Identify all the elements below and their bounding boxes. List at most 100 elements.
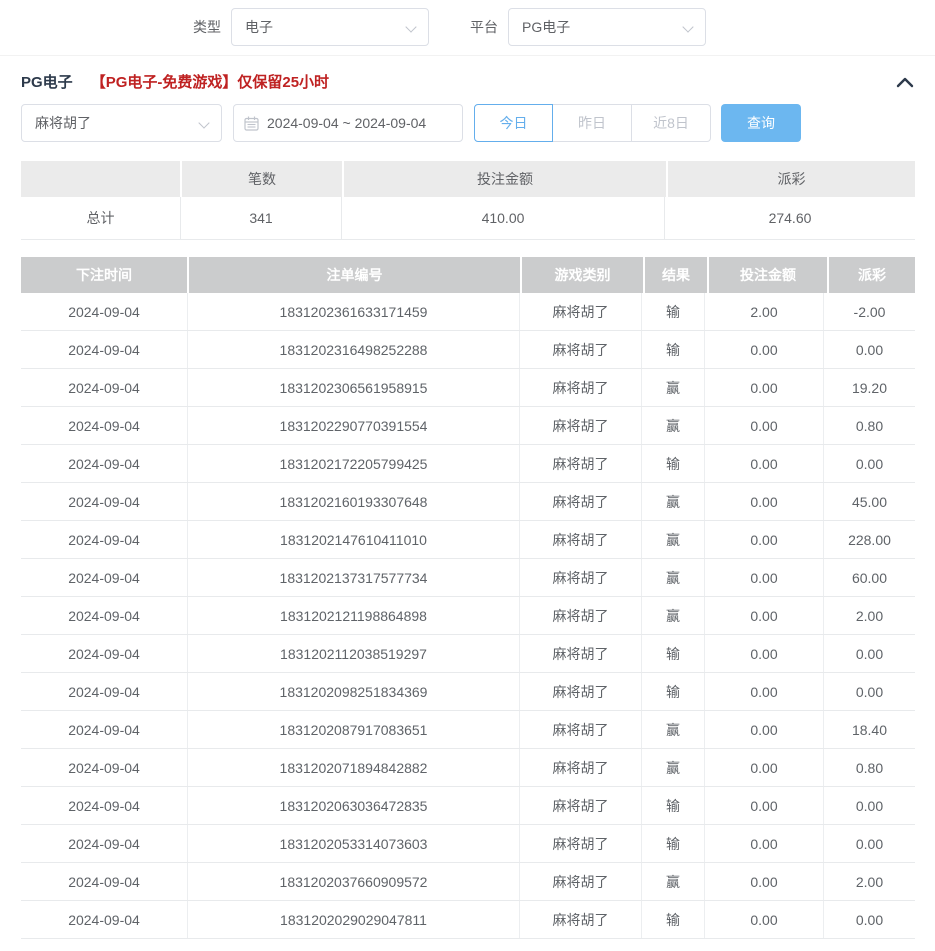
cell-order-number: 1831202037660909572	[188, 863, 520, 900]
cell-game-category: 麻将胡了	[520, 597, 642, 634]
cell-payout: 228.00	[848, 531, 891, 548]
cell-result: 赢	[642, 407, 705, 444]
header-order-number: 注单编号	[189, 257, 522, 293]
cell-payout: 19.20	[851, 379, 888, 396]
cell-result: 输	[642, 825, 705, 862]
cell-order-number: 1831202071894842882	[188, 749, 520, 786]
summary-header-bet-amount: 投注金额	[344, 161, 668, 197]
cell-result: 赢	[642, 863, 705, 900]
cell-payout: 0.80	[855, 417, 884, 434]
quick-date-button[interactable]: 近8日	[632, 104, 711, 142]
table-row: 2024-09-04 1831202029029047811 麻将胡了输 0.00 0.…	[21, 901, 915, 939]
cell-game-category: 麻将胡了	[520, 369, 642, 406]
cell-order-number: 1831202290770391554	[188, 407, 520, 444]
cell-game-category: 麻将胡了	[520, 635, 642, 672]
table-row: 2024-09-04 1831202361633171459 麻将胡了输 2.00 -2…	[21, 293, 915, 331]
cell-result: 赢	[642, 369, 705, 406]
cell-payout: 0.00	[855, 683, 884, 700]
cell-bet-amount: 0.00	[705, 787, 824, 824]
cell-order-number: 1831202053314073603	[188, 825, 520, 862]
table-row: 2024-09-04 1831202037660909572 麻将胡了赢 0.00 2.…	[21, 863, 915, 901]
section-notice: 【PG电子-免费游戏】仅保留25小时	[90, 74, 330, 91]
cell-payout: 0.00	[855, 645, 884, 662]
cell-bet-time: 2024-09-04	[21, 369, 188, 406]
type-select[interactable]: 电子	[231, 8, 429, 46]
cell-order-number: 1831202121198864898	[188, 597, 520, 634]
cell-bet-time: 2024-09-04	[21, 901, 188, 938]
cell-game-category: 麻将胡了	[520, 331, 642, 368]
quick-date-button[interactable]: 今日	[474, 104, 553, 142]
cell-result: 赢	[642, 521, 705, 558]
cell-payout: 0.00	[855, 797, 884, 814]
cell-result: 输	[642, 673, 705, 710]
platform-select[interactable]: PG电子	[508, 8, 706, 46]
cell-order-number: 1831202087917083651	[188, 711, 520, 748]
collapse-button[interactable]	[896, 76, 914, 88]
bet-table-header-row: 下注时间 注单编号 游戏类别 结果 投注金额 派彩	[21, 257, 915, 293]
summary-total-label: 总计	[21, 197, 181, 239]
cell-payout: 0.00	[855, 341, 884, 358]
cell-result: 赢	[642, 559, 705, 596]
cell-bet-time: 2024-09-04	[21, 521, 188, 558]
cell-bet-amount: 0.00	[705, 369, 824, 406]
cell-bet-time: 2024-09-04	[21, 331, 188, 368]
section-header: PG电子 【PG电子-免费游戏】仅保留25小时	[0, 56, 935, 104]
cell-game-category: 麻将胡了	[520, 293, 642, 330]
cell-game-category: 麻将胡了	[520, 521, 642, 558]
calendar-icon	[244, 116, 259, 131]
date-range-value: 2024-09-04 ~ 2024-09-04	[267, 115, 427, 131]
chevron-down-icon	[405, 21, 417, 33]
cell-bet-amount: 0.00	[705, 825, 824, 862]
game-select-value: 麻将胡了	[35, 115, 91, 131]
cell-order-number: 1831202361633171459	[188, 293, 520, 330]
cell-bet-amount: 0.00	[705, 445, 824, 482]
cell-bet-time: 2024-09-04	[21, 483, 188, 520]
table-row: 2024-09-04 1831202316498252288 麻将胡了输 0.00 0.…	[21, 331, 915, 369]
cell-bet-time: 2024-09-04	[21, 863, 188, 900]
chevron-up-icon	[896, 77, 914, 87]
cell-game-category: 麻将胡了	[520, 407, 642, 444]
date-range-input[interactable]: 2024-09-04 ~ 2024-09-04	[233, 104, 463, 142]
cell-bet-amount: 0.00	[705, 521, 824, 558]
summary-header-payout: 派彩	[668, 161, 915, 197]
type-select-value: 电子	[245, 19, 273, 35]
cell-result: 输	[642, 787, 705, 824]
cell-payout: 0.00	[855, 835, 884, 852]
cell-game-category: 麻将胡了	[520, 559, 642, 596]
cell-bet-time: 2024-09-04	[21, 407, 188, 444]
cell-bet-time: 2024-09-04	[21, 445, 188, 482]
header-bet-amount: 投注金额	[709, 257, 829, 293]
platform-select-value: PG电子	[522, 19, 571, 35]
bet-records-table: 下注时间 注单编号 游戏类别 结果 投注金额 派彩 2024-09-04 1831…	[21, 257, 915, 939]
cell-bet-time: 2024-09-04	[21, 635, 188, 672]
cell-bet-amount: 0.00	[705, 749, 824, 786]
game-select[interactable]: 麻将胡了	[21, 104, 222, 142]
header-payout: 派彩	[829, 257, 915, 293]
cell-game-category: 麻将胡了	[520, 673, 642, 710]
header-result: 结果	[645, 257, 709, 293]
header-game-category: 游戏类别	[522, 257, 645, 293]
filter-row: 麻将胡了 2024-09-04 ~ 2024-09-04 今日 昨日 近8日 查询	[0, 104, 935, 142]
query-button[interactable]: 查询	[721, 104, 801, 142]
cell-game-category: 麻将胡了	[520, 483, 642, 520]
cell-bet-time: 2024-09-04	[21, 559, 188, 596]
cell-bet-time: 2024-09-04	[21, 597, 188, 634]
cell-bet-time: 2024-09-04	[21, 711, 188, 748]
table-row: 2024-09-04 1831202071894842882 麻将胡了赢 0.00 0.…	[21, 749, 915, 787]
cell-result: 输	[642, 901, 705, 938]
section-title: PG电子	[21, 74, 73, 91]
cell-bet-amount: 0.00	[705, 597, 824, 634]
summary-table: 笔数 投注金额 派彩 总计 341 410.00 274.60	[21, 161, 915, 240]
cell-result: 赢	[642, 711, 705, 748]
summary-total-count: 341	[181, 197, 342, 239]
cell-order-number: 1831202063036472835	[188, 787, 520, 824]
cell-order-number: 1831202098251834369	[188, 673, 520, 710]
cell-order-number: 1831202172205799425	[188, 445, 520, 482]
cell-payout: 0.80	[855, 759, 884, 776]
summary-total-payout: 274.60	[768, 210, 812, 226]
header-bet-time: 下注时间	[21, 257, 189, 293]
cell-bet-time: 2024-09-04	[21, 293, 188, 330]
cell-payout: 2.00	[855, 873, 884, 890]
cell-bet-amount: 0.00	[705, 711, 824, 748]
quick-date-button[interactable]: 昨日	[553, 104, 632, 142]
